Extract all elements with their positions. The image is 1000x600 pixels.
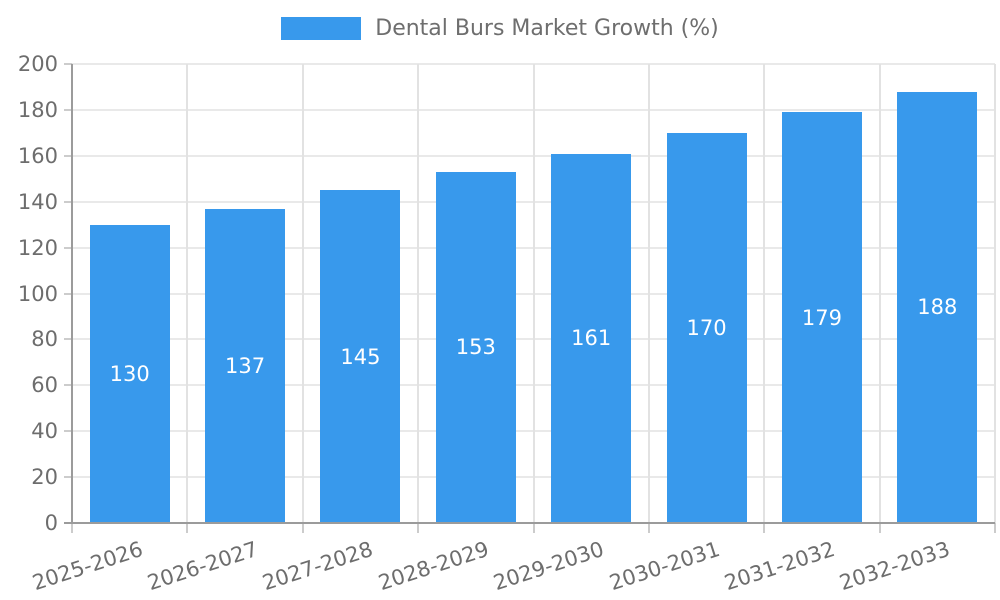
y-tick xyxy=(64,384,72,387)
y-tick xyxy=(64,292,72,295)
gridline-x xyxy=(417,64,420,523)
gridline-x xyxy=(532,64,535,523)
y-tick-label: 120 xyxy=(17,235,58,260)
legend-swatch-icon xyxy=(281,17,362,40)
y-tick xyxy=(64,63,72,65)
y-tick xyxy=(64,200,72,203)
bar-value-label: 137 xyxy=(225,353,266,378)
y-tick xyxy=(64,108,72,111)
bar-value-label: 188 xyxy=(917,295,958,320)
bar-2032-2033[interactable] xyxy=(897,91,978,523)
x-axis-line xyxy=(64,522,995,524)
legend-label: Dental Burs Market Growth (%) xyxy=(375,16,719,41)
bar-value-label: 170 xyxy=(686,315,727,340)
bar-2027-2028[interactable] xyxy=(320,190,401,523)
legend-item[interactable]: Dental Burs Market Growth (%) xyxy=(0,14,1000,43)
x-tick xyxy=(532,523,535,533)
y-tick-label: 60 xyxy=(31,373,58,398)
y-tick-label: 160 xyxy=(17,143,58,168)
bar-value-label: 161 xyxy=(571,326,612,351)
bar-2026-2027[interactable] xyxy=(205,208,286,523)
x-tick xyxy=(763,523,766,533)
bar-value-label: 145 xyxy=(340,344,381,369)
y-tick xyxy=(64,154,72,157)
bar-value-label: 130 xyxy=(109,361,150,386)
x-tick xyxy=(186,523,189,533)
y-tick-label: 140 xyxy=(17,189,58,214)
x-tick xyxy=(994,523,996,533)
y-tick-label: 0 xyxy=(44,511,58,535)
bar-2028-2029[interactable] xyxy=(435,171,516,523)
bar-2030-2031[interactable] xyxy=(666,132,747,523)
x-tick xyxy=(417,523,420,533)
gridline-x xyxy=(994,64,996,523)
gridline-x xyxy=(763,64,766,523)
y-tick-label: 80 xyxy=(31,327,58,352)
bar-2029-2030[interactable] xyxy=(551,153,632,523)
x-tick xyxy=(878,523,881,533)
y-tick-label: 20 xyxy=(31,465,58,490)
bar-2025-2026[interactable] xyxy=(89,224,170,523)
y-tick xyxy=(64,476,72,479)
y-tick xyxy=(64,246,72,249)
gridline-x xyxy=(647,64,650,523)
y-tick xyxy=(64,430,72,433)
gridline-x xyxy=(301,64,304,523)
x-tick xyxy=(301,523,304,533)
y-tick-label: 180 xyxy=(17,97,58,122)
y-tick xyxy=(64,338,72,341)
gridline-x xyxy=(878,64,881,523)
y-axis-line xyxy=(71,64,73,524)
bar-2031-2032[interactable] xyxy=(781,112,862,523)
x-tick xyxy=(647,523,650,533)
y-tick-label: 200 xyxy=(17,52,58,76)
bar-value-label: 153 xyxy=(455,335,496,360)
gridline-x xyxy=(186,64,189,523)
y-tick-label: 40 xyxy=(31,419,58,444)
bar-value-label: 179 xyxy=(801,305,842,330)
x-tick xyxy=(71,523,73,533)
y-tick-label: 100 xyxy=(17,281,58,306)
